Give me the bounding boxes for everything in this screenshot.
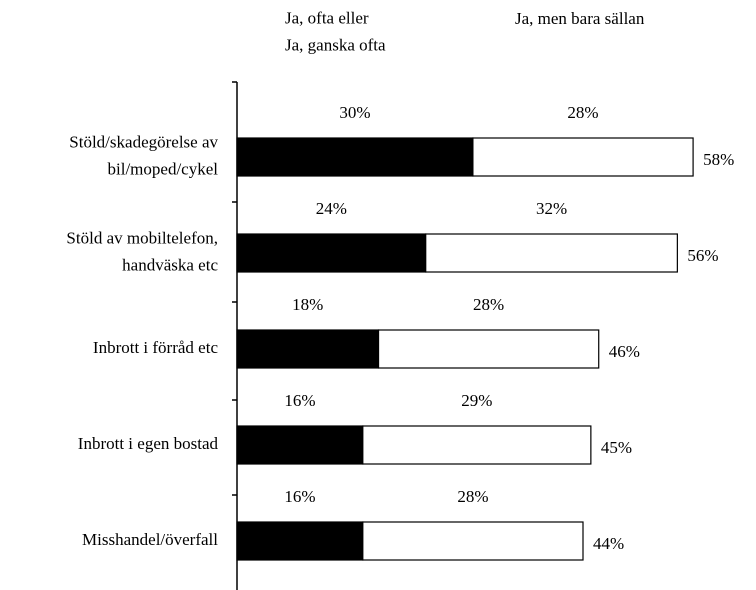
value-label: 28% [473,295,504,314]
total-label: 44% [593,534,624,553]
value-label: 18% [292,295,323,314]
value-label: 28% [567,103,598,122]
value-label: 32% [536,199,567,218]
total-label: 56% [687,246,718,265]
bar-segment [362,521,584,561]
total-label: 45% [601,438,632,457]
bar-segment [236,233,427,273]
bar-segment [236,137,474,177]
value-label: 16% [284,391,315,410]
bar-segment [425,233,678,273]
bar-segment [236,521,364,561]
category-label: Stöld av mobiltelefon, handväska etc [66,228,218,274]
legend-label: Ja, men bara sällan [515,9,645,28]
category-label: Stöld/skadegörelse av bil/moped/cykel [69,132,218,178]
bar-segment [472,137,694,177]
bar-segment [236,425,364,465]
value-label: 29% [461,391,492,410]
category-label: Misshandel/överfall [82,530,218,549]
bar-segment [362,425,592,465]
total-label: 46% [609,342,640,361]
value-label: 24% [316,199,347,218]
value-label: 28% [457,487,488,506]
category-label: Inbrott i förråd etc [93,338,219,357]
value-label: 30% [339,103,370,122]
bar-segment [236,329,380,369]
legend-label: Ja, ofta eller Ja, ganska ofta [285,8,386,54]
total-label: 58% [703,150,734,169]
bar-segment [377,329,600,369]
category-label: Inbrott i egen bostad [78,434,219,453]
value-label: 16% [284,487,315,506]
